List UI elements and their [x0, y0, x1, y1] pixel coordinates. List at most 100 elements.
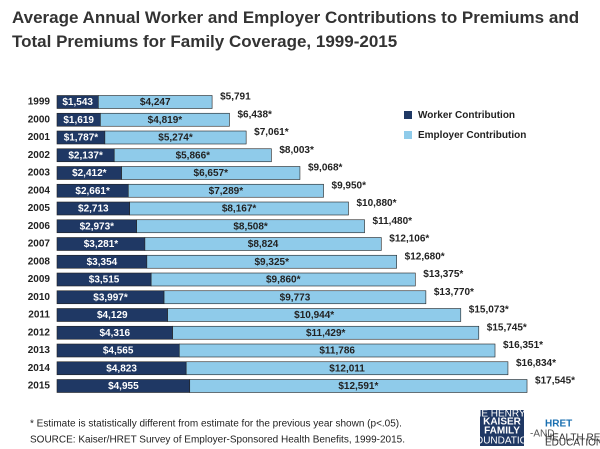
logo-text: FAMILY — [484, 426, 520, 437]
data-label: $4,819* — [148, 115, 183, 126]
bar-segment — [121, 166, 301, 180]
y-tick-label: 2010 — [28, 292, 51, 303]
data-label: $9,860* — [266, 275, 301, 286]
data-label: $8,824 — [248, 239, 279, 250]
data-label: $3,354 — [87, 257, 118, 268]
y-tick-label: 2007 — [28, 239, 51, 250]
chart-title: Average Annual Worker and Employer Contr… — [12, 8, 580, 51]
total-label: $9,950* — [332, 180, 367, 191]
data-label: $2,137* — [68, 150, 103, 161]
total-label: $6,438* — [237, 109, 272, 120]
y-tick-label: 2014 — [28, 363, 51, 374]
data-label: $9,773 — [280, 292, 311, 303]
data-label: $5,866* — [176, 150, 211, 161]
hret-logo: HRET — [545, 419, 572, 430]
legend-label: Employer Contribution — [418, 130, 526, 141]
y-tick-label: 2005 — [28, 203, 51, 214]
total-label: $16,834* — [516, 358, 556, 369]
data-label: $3,281* — [84, 239, 119, 250]
y-tick-label: 2000 — [28, 114, 51, 125]
total-label: $13,375* — [423, 269, 463, 280]
bar-segment — [163, 290, 427, 305]
legend-swatch — [404, 131, 412, 139]
logo-text: -AND- — [530, 429, 558, 440]
data-label: $9,325* — [255, 257, 290, 268]
total-label: $12,106* — [389, 234, 429, 245]
y-tick-label: 2011 — [28, 310, 50, 321]
y-tick-label: 2006 — [28, 221, 51, 232]
data-label: $11,786 — [319, 346, 355, 357]
y-tick-label: 1999 — [28, 97, 51, 108]
data-label: $2,412* — [72, 168, 107, 179]
y-tick-label: 2008 — [28, 256, 51, 267]
data-label: $11,429* — [306, 328, 346, 339]
footnote: * Estimate is statistically different fr… — [30, 419, 402, 430]
bar-segment — [144, 237, 382, 251]
data-label: $2,973* — [80, 221, 115, 232]
data-label: $4,565 — [103, 346, 134, 357]
data-label: $1,543 — [62, 97, 93, 108]
total-label: $11,480* — [373, 216, 413, 227]
bar-segment — [98, 95, 213, 109]
bar-segment — [167, 308, 462, 322]
total-label: $9,068* — [308, 163, 343, 174]
total-label: $5,791 — [220, 92, 251, 103]
data-label: $8,508* — [233, 221, 268, 232]
data-label: $3,515 — [89, 275, 120, 286]
bar-segment — [127, 183, 324, 198]
bar-segment — [146, 254, 397, 269]
y-tick-label: 2004 — [28, 185, 51, 196]
y-tick-label: 2015 — [28, 381, 51, 392]
total-label: $17,545* — [535, 376, 575, 387]
logo-text: FOUNDATION — [469, 436, 534, 447]
data-label: $3,997* — [93, 292, 128, 303]
logo-text: EDUCATIONAL TRUST — [545, 438, 600, 449]
data-label: $6,657* — [194, 168, 229, 179]
y-tick-label: 2012 — [28, 327, 51, 338]
total-label: $8,003* — [279, 145, 314, 156]
bar-segment — [178, 343, 496, 358]
logo-text: THE HENRY J. — [468, 409, 536, 420]
data-label: $4,316 — [100, 328, 131, 339]
data-label: $12,011 — [329, 363, 365, 374]
legend-label: Worker Contribution — [418, 110, 515, 121]
data-label: $7,289* — [209, 186, 244, 197]
total-label: $16,351* — [503, 340, 543, 351]
bar-segment — [189, 379, 528, 393]
bar-segment — [185, 361, 509, 376]
y-tick-label: 2002 — [28, 150, 51, 161]
data-label: $4,247 — [140, 97, 171, 108]
data-label: $5,274* — [158, 133, 193, 144]
bar-segment — [172, 325, 480, 340]
logo-text: HEALTH RESEARCH & — [545, 433, 600, 444]
legend-swatch — [404, 111, 412, 119]
bar-segment — [129, 201, 349, 216]
data-label: $1,619 — [63, 115, 94, 126]
y-tick-label: 2013 — [28, 345, 51, 356]
logo-text: KAISER — [483, 417, 522, 428]
data-label: $10,944* — [294, 310, 334, 321]
y-tick-label: 2003 — [28, 168, 51, 179]
bar-segment — [100, 112, 230, 127]
y-tick-label: 2009 — [28, 274, 51, 285]
bar-segment — [113, 148, 272, 163]
data-label: $2,713 — [78, 204, 109, 215]
bar-segment — [104, 130, 247, 145]
data-label: $4,823 — [106, 363, 137, 374]
bar-segment — [150, 272, 416, 287]
kff-logo — [480, 410, 524, 446]
total-label: $15,745* — [487, 322, 527, 333]
total-label: $13,770* — [434, 287, 474, 298]
total-label: $15,073* — [469, 305, 509, 316]
total-label: $7,061* — [254, 127, 289, 138]
data-label: $4,955 — [108, 381, 139, 392]
data-label: $1,787* — [64, 133, 99, 144]
total-label: $10,880* — [356, 198, 396, 209]
source: SOURCE: Kaiser/HRET Survey of Employer-S… — [30, 435, 405, 446]
data-label: $12,591* — [338, 381, 378, 392]
data-label: $2,661* — [75, 186, 110, 197]
total-label: $12,680* — [405, 251, 445, 262]
data-label: $8,167* — [222, 204, 257, 215]
